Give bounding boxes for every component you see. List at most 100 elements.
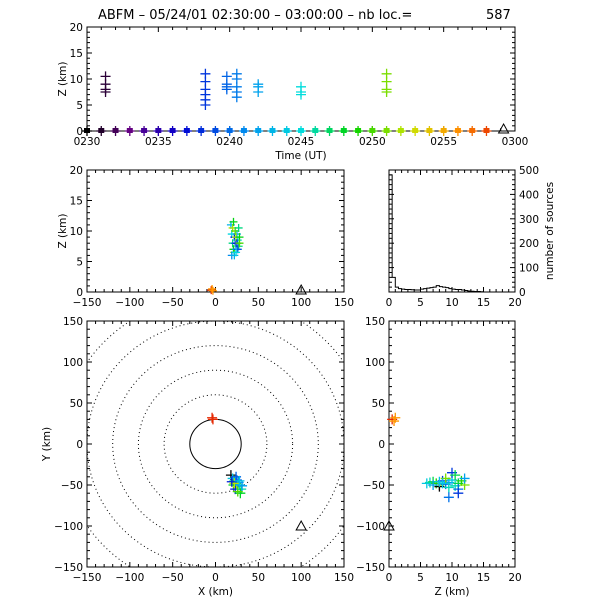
ground-source-marker [369,128,376,133]
y-tick-label: −150 [356,562,385,574]
x-tick-label: 150 [334,297,354,309]
time-height-source-marker [221,84,232,95]
x-axis-label: Time (UT) [274,150,326,162]
height-y-source-marker [453,488,464,499]
x-tick-label: 0 [212,572,219,584]
y-tick-label: 200 [519,238,539,250]
y-tick-label: 10 [70,74,83,86]
y-tick-label: −50 [61,480,83,492]
ground-source-marker [426,128,433,133]
ground-source-marker [98,128,105,133]
y-tick-label: −150 [54,562,83,574]
y-tick-label: 0 [378,439,385,451]
ground-source-marker [255,128,262,133]
ground-source-marker [312,128,319,133]
ground-source-marker [483,128,490,133]
x-tick-label: 0 [386,297,393,309]
ground-source-marker [169,128,176,133]
ground-source-marker [141,128,148,133]
ground-source-marker [355,128,362,133]
station-triangle-marker [295,283,308,295]
time-height-source-marker [381,87,392,97]
plot-frame [86,26,516,132]
range-ring [112,345,319,543]
y-tick-label: 500 [519,165,539,177]
y-tick-label: 5 [76,100,83,112]
ground-source-marker [326,128,333,133]
ground-source-marker [112,128,119,133]
x-tick-label: 0240 [216,136,243,148]
ground-source-marker [240,128,247,133]
x-tick-label: 15 [477,297,490,309]
ground-source-marker [155,128,162,133]
x-height-source-marker [229,217,238,226]
ground-source-marker [269,128,276,133]
y-tick-label: 100 [365,357,385,369]
y-tick-label: 0 [76,126,83,138]
plan-view-panel: −150 −100 −50 0 50 100 150 −150 −100 −50 0 50 100 150… [41,316,354,598]
x-axis-label: Z (km) [434,586,469,598]
x-tick-label: 50 [252,297,265,309]
plan-view-source-marker [226,476,237,487]
x-tick-label: 5 [417,572,424,584]
y-tick-label: −100 [54,521,83,533]
y-tick-label: 5 [76,257,83,269]
range-ring [189,418,242,470]
x-tick-label: 100 [291,572,311,584]
x-tick-label: 15 [477,572,490,584]
ground-source-marker [212,128,219,133]
histogram-step-line [388,174,515,293]
x-tick-label: 100 [291,297,311,309]
x-tick-label: 0 [386,572,393,584]
height-y-source-marker [443,482,454,493]
source-count: 587 [486,8,511,23]
height-y-source-marker [443,492,454,503]
time-height-source-marker [231,92,242,103]
time-height-panel: 0230 0235 0240 0245 0250 0255 0300 0 5 10 15 20 Time… [57,22,528,162]
y-tick-label: 10 [70,226,83,238]
range-ring [163,394,268,494]
ground-source-marker [383,128,390,133]
x-height-source-marker [234,223,243,232]
y-tick-label: −100 [356,521,385,533]
height-y-source-marker [428,480,439,490]
ground-source-marker [298,128,304,133]
x-height-source-marker [235,239,244,248]
x-tick-label: 0255 [430,136,457,148]
y-tick-label: 50 [70,398,83,410]
figure-title: ABFM – 05/24/01 02:30:00 – 03:00:00 – nb… [98,8,412,23]
x-height-source-marker [208,286,217,295]
ground-source-marker [84,128,90,133]
x-tick-label: 10 [445,297,458,309]
y-tick-label: 20 [70,165,83,177]
x-tick-label: 20 [508,297,521,309]
x-height-source-marker [232,248,241,257]
y-tick-label: 400 [519,189,539,201]
plan-view-source-marker [234,475,245,486]
x-tick-label: 0300 [502,136,529,148]
plot-frame [388,320,516,568]
height-y-panel: 0 5 10 15 20 −150 −100 −50 0 50 100 150 Z (km) [356,316,522,598]
height-y-source-marker [390,412,401,423]
y-tick-label: 0 [76,287,83,299]
ground-source-marker [283,128,290,133]
plan-view-source-marker [229,478,240,489]
y-tick-label: 20 [70,22,83,34]
range-ring [87,321,344,567]
station-triangle-marker [497,122,510,134]
ground-source-marker [226,128,233,133]
ground-source-marker [126,128,133,133]
x-tick-label: −100 [115,572,144,584]
y-axis-label: Z (km) [57,61,69,96]
plot-frame [86,169,345,293]
station-triangle-marker [295,519,308,531]
plan-view-source-marker [237,480,248,491]
station-triangle-marker [383,519,395,531]
y-tick-label: 100 [63,357,83,369]
time-height-source-marker [296,89,306,100]
ground-source-marker [198,128,205,133]
ground-source-marker [340,128,347,133]
x-tick-label: −50 [162,572,184,584]
